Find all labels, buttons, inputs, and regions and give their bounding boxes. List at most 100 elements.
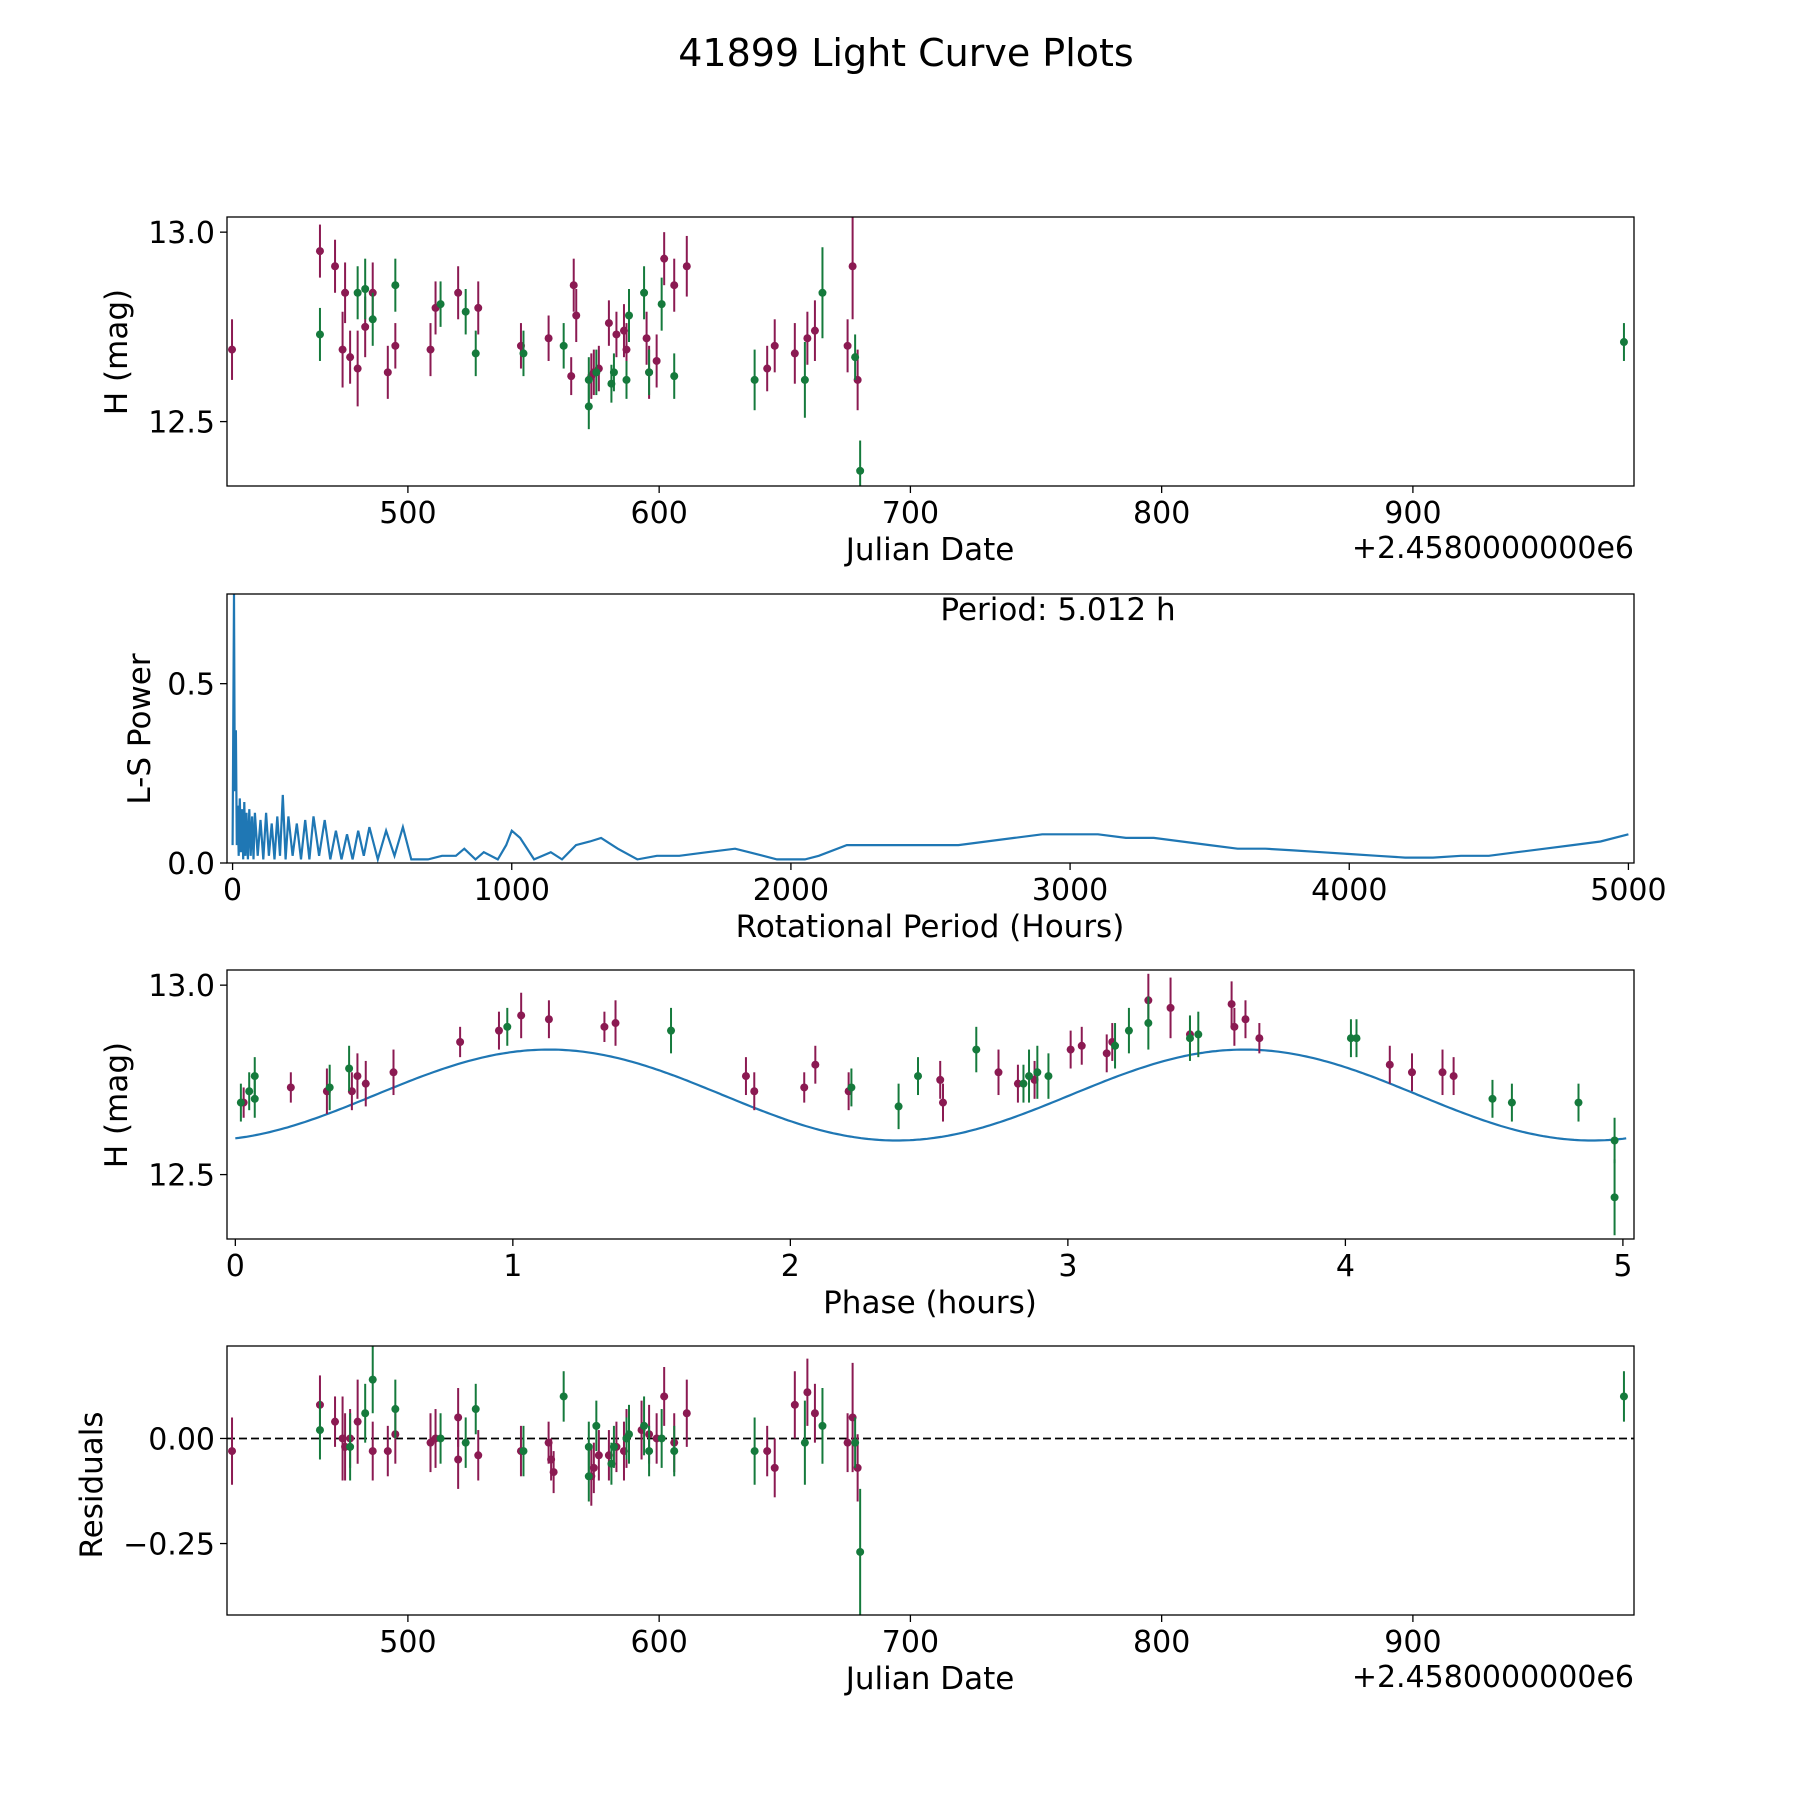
periodogram-ytick-label: 0.5 xyxy=(167,668,215,703)
phase-point-filter_b xyxy=(245,1087,254,1096)
residuals-point-filter_b xyxy=(361,1409,370,1418)
phase-x-label: Phase (hours) xyxy=(823,1285,1037,1321)
phase-point-filter_b xyxy=(1144,1019,1153,1028)
phase-marks xyxy=(235,973,1627,1236)
periodogram-ytick-label: 0.0 xyxy=(167,847,215,882)
phase-point-filter_a xyxy=(1102,1049,1111,1058)
phase-point-filter_a xyxy=(800,1083,809,1092)
residuals-point-filter_b xyxy=(471,1405,480,1414)
lightcurve-xtick-label: 600 xyxy=(631,496,688,531)
residuals-xtick-label: 500 xyxy=(379,1625,436,1660)
lightcurve-point-filter_a xyxy=(843,341,852,350)
lightcurve-point-filter_b xyxy=(436,300,445,309)
periodogram-axes-frame xyxy=(226,593,1635,864)
phase-point-filter_b xyxy=(236,1098,245,1107)
residuals-ticks: 500 600 700 800 900 0.00 −0.25 xyxy=(123,1422,1441,1660)
lightcurve-point-filter_a xyxy=(391,341,400,350)
residuals-marks xyxy=(227,1346,1634,1615)
periodogram-xtick-label: 3000 xyxy=(1032,873,1108,908)
phase-point-filter_b xyxy=(325,1083,334,1092)
residuals-ytick-label: 0.00 xyxy=(148,1422,215,1457)
lightcurve-point-filter_a xyxy=(338,345,347,354)
residuals-x-label: Julian Date xyxy=(844,1661,1015,1697)
phase-y-label: H (mag) xyxy=(99,1042,135,1168)
lightcurve-point-filter_a xyxy=(567,372,576,381)
phase-point-filter_b xyxy=(1185,1034,1194,1043)
lightcurve-point-filter_b xyxy=(584,402,593,411)
phase-point-filter_b xyxy=(345,1064,354,1073)
periodogram-ticks: 0 1000 2000 3000 4000 5000 0.0 0.5 xyxy=(167,668,1666,908)
periodogram-x-label: Rotational Period (Hours) xyxy=(736,909,1125,945)
residuals-point-filter_b xyxy=(657,1434,666,1443)
residuals-point-filter_a xyxy=(368,1447,377,1456)
residuals-xtick-label: 800 xyxy=(1133,1625,1190,1660)
phase-point-filter_b xyxy=(1044,1072,1053,1081)
residuals-xtick-label: 900 xyxy=(1384,1625,1441,1660)
residuals-point-filter_b xyxy=(640,1421,649,1430)
lightcurve-point-filter_a xyxy=(770,341,779,350)
lightcurve-point-filter_b xyxy=(559,341,568,350)
residuals-point-filter_b xyxy=(645,1447,654,1456)
lightcurve-point-filter_a xyxy=(604,319,613,328)
periodogram-xtick-label: 2000 xyxy=(753,873,829,908)
phase-point-filter_a xyxy=(456,1037,465,1046)
residuals-point-filter_b xyxy=(800,1438,809,1447)
lightcurve-point-filter_a xyxy=(474,303,483,312)
phase-point-filter_a xyxy=(1385,1060,1394,1069)
phase-point-filter_b xyxy=(1610,1136,1619,1145)
lightcurve-point-filter_b xyxy=(657,300,666,309)
phase-point-filter_b xyxy=(914,1072,923,1081)
residuals-point-filter_b xyxy=(1619,1392,1628,1401)
lightcurve-point-filter_b xyxy=(640,288,649,297)
phase-point-filter_a xyxy=(1438,1068,1447,1077)
phase-point-filter_b xyxy=(667,1026,676,1035)
lightcurve-point-filter_a xyxy=(670,281,679,290)
lightcurve-point-filter_a xyxy=(803,334,812,343)
phase-point-filter_b xyxy=(1124,1026,1133,1035)
lightcurve-panel: 500 600 700 800 900 13.0 12.5 Julian Date H (m… xyxy=(99,216,1635,568)
lightcurve-point-filter_a xyxy=(569,281,578,290)
residuals-point-filter_a xyxy=(843,1438,852,1447)
phase-point-filter_b xyxy=(1507,1098,1516,1107)
lightcurve-point-filter_a xyxy=(341,288,350,297)
phase-point-filter_a xyxy=(1227,1000,1236,1009)
phase-point-filter_a xyxy=(1449,1072,1458,1081)
lightcurve-x-label: Julian Date xyxy=(844,532,1015,568)
residuals-point-filter_b xyxy=(559,1392,568,1401)
residuals-point-filter_b xyxy=(315,1426,324,1435)
residuals-point-filter_a xyxy=(682,1409,691,1418)
residuals-point-filter_b xyxy=(461,1438,470,1447)
phase-point-filter_a xyxy=(811,1060,820,1069)
phase-point-filter_a xyxy=(1166,1003,1175,1012)
lightcurve-point-filter_a xyxy=(652,356,661,365)
lightcurve-point-filter_a xyxy=(572,311,581,320)
residuals-point-filter_a xyxy=(660,1392,669,1401)
phase-xtick-label: 4 xyxy=(1336,1249,1355,1284)
residuals-point-filter_a xyxy=(810,1409,819,1418)
residuals-y-label: Residuals xyxy=(74,1411,110,1558)
lightcurve-point-filter_a xyxy=(228,345,237,354)
residuals-panel: 500 600 700 800 900 0.00 −0.25 Julian Date Res… xyxy=(74,1345,1635,1697)
residuals-point-filter_a xyxy=(383,1447,392,1456)
phase-point-filter_a xyxy=(1407,1068,1416,1077)
lightcurve-point-filter_b xyxy=(592,368,601,377)
phase-ytick-label: 12.5 xyxy=(148,1159,215,1194)
lightcurve-point-filter_a xyxy=(544,334,553,343)
phase-point-filter_a xyxy=(1077,1041,1086,1050)
lightcurve-point-filter_b xyxy=(856,466,865,475)
lightcurve-point-filter_a xyxy=(622,345,631,354)
phase-xtick-label: 1 xyxy=(503,1249,522,1284)
phase-point-filter_b xyxy=(250,1094,259,1103)
lightcurve-point-filter_b xyxy=(361,284,370,293)
lightcurve-point-filter_b xyxy=(471,349,480,358)
residuals-point-filter_a xyxy=(474,1451,483,1460)
phase-point-filter_a xyxy=(600,1022,609,1031)
residuals-point-filter_b xyxy=(584,1442,593,1451)
lightcurve-offset-text: +2.4580000000e6 xyxy=(1352,531,1634,566)
residuals-point-filter_b xyxy=(856,1547,865,1556)
phase-ticks: 0 1 2 3 4 5 13.0 12.5 xyxy=(148,969,1632,1284)
residuals-point-filter_a xyxy=(803,1388,812,1397)
residuals-point-filter_a xyxy=(763,1447,772,1456)
phase-ytick-label: 13.0 xyxy=(148,969,215,1004)
lightcurve-marks xyxy=(228,217,1628,486)
